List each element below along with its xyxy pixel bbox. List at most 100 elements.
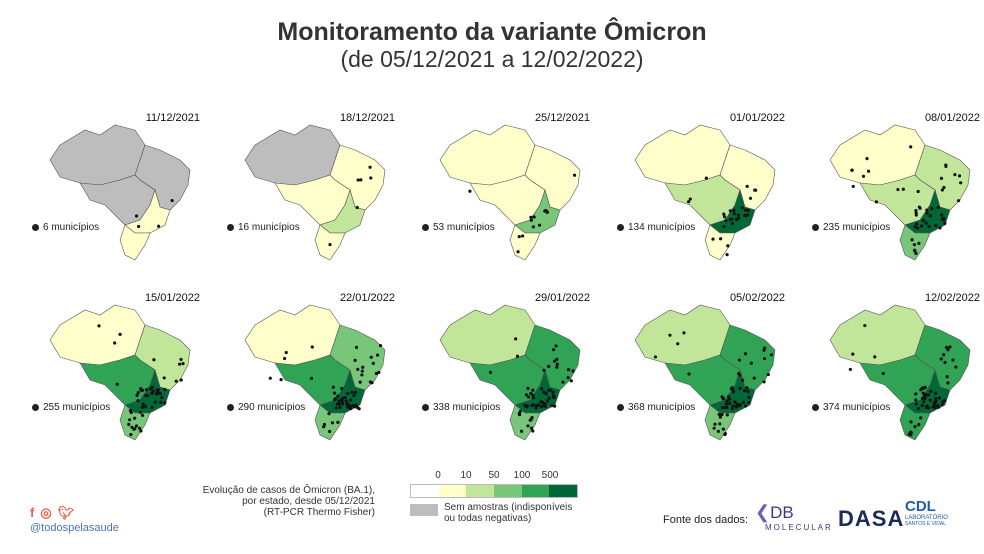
municipality-dot bbox=[744, 404, 748, 408]
municipality-dot bbox=[928, 398, 932, 402]
legend-no-sample-label: Sem amostras (indisponíveis ou todas neg… bbox=[444, 502, 573, 524]
municipality-dot bbox=[526, 424, 530, 428]
municipality-dot bbox=[873, 355, 877, 359]
municipality-dot bbox=[137, 224, 141, 229]
municipality-dot bbox=[156, 391, 160, 395]
municipality-dot bbox=[330, 421, 335, 425]
municipality-dot bbox=[552, 359, 557, 363]
municipality-dot bbox=[925, 393, 929, 397]
municipality-dot bbox=[922, 386, 926, 390]
municipality-dot bbox=[731, 388, 735, 392]
municipality-dot bbox=[941, 400, 945, 404]
municipality-dot bbox=[874, 200, 878, 204]
municipality-dot bbox=[934, 224, 938, 228]
municipality-dot bbox=[135, 393, 139, 397]
municipality-dot bbox=[743, 208, 748, 212]
municipality-dot bbox=[939, 357, 943, 361]
municipality-dot bbox=[279, 378, 283, 382]
municipality-count-label: 16 municípios bbox=[238, 222, 300, 233]
municipality-dot bbox=[896, 187, 900, 192]
municipality-dot bbox=[152, 358, 156, 362]
municipality-count-label: 368 municípios bbox=[628, 402, 696, 413]
db-logo-text: DB bbox=[770, 503, 794, 522]
twitter-icon[interactable]: 🐦︎ bbox=[57, 505, 75, 520]
municipality-dot bbox=[163, 401, 167, 405]
municipality-dot bbox=[934, 397, 938, 401]
state-map-panel: 12/02/2022 374 municípios bbox=[810, 290, 984, 450]
municipality-count-label: 374 municípios bbox=[823, 402, 891, 413]
cdl-logo-text: CDL bbox=[905, 498, 936, 515]
municipality-dot bbox=[547, 396, 551, 400]
municipality-dot bbox=[340, 387, 344, 391]
municipality-dot bbox=[550, 403, 554, 408]
state-map-panel: 11/12/2021 6 municípios bbox=[30, 110, 210, 270]
municipality-dot bbox=[940, 402, 944, 407]
subtitle: (de 05/12/2021 a 12/02/2022) bbox=[340, 46, 644, 72]
municipality-dot bbox=[747, 395, 751, 399]
municipality-dot bbox=[740, 206, 744, 210]
municipality-dot bbox=[136, 399, 140, 403]
municipality-dot bbox=[736, 213, 740, 217]
municipality-dot bbox=[337, 402, 341, 406]
municipality-dot bbox=[343, 396, 347, 400]
municipality-dot bbox=[959, 181, 963, 185]
municipality-dot bbox=[866, 169, 871, 173]
region-north bbox=[49, 124, 146, 186]
municipality-dot bbox=[540, 387, 544, 391]
municipality-dot bbox=[934, 391, 938, 395]
instagram-icon[interactable]: ◎ bbox=[40, 505, 52, 520]
municipality-dot bbox=[378, 343, 383, 348]
municipality-dot bbox=[346, 391, 350, 396]
municipality-dot bbox=[922, 392, 926, 396]
legend-swatch bbox=[438, 485, 467, 497]
db-molecular-logo: ❮DB MOLECULAR bbox=[755, 502, 833, 532]
social-handle[interactable]: @todospelasaude bbox=[30, 522, 119, 534]
legend-swatch bbox=[411, 485, 439, 497]
brazil-map bbox=[829, 124, 971, 261]
municipality-dot bbox=[720, 412, 724, 417]
municipality-dot bbox=[946, 381, 950, 385]
municipality-dot bbox=[544, 392, 548, 396]
legend-swatch bbox=[466, 485, 495, 497]
map-date: 22/01/2022 bbox=[339, 292, 395, 304]
municipality-dot bbox=[945, 375, 949, 379]
municipality-dot bbox=[932, 401, 936, 405]
municipality-dot bbox=[688, 197, 692, 201]
region-south bbox=[119, 224, 151, 261]
municipality-dot bbox=[936, 205, 940, 210]
municipality-count: 290 municípios bbox=[227, 402, 305, 413]
map-date: 11/12/2021 bbox=[145, 112, 200, 124]
municipality-dot bbox=[722, 225, 726, 229]
municipality-dot bbox=[488, 370, 493, 374]
sources-label: Fonte dos dados: bbox=[663, 514, 749, 526]
municipality-dot bbox=[543, 209, 547, 213]
region-south bbox=[314, 404, 346, 441]
municipality-count-label: 255 municípios bbox=[43, 402, 111, 413]
municipality-count: 53 municípios bbox=[422, 222, 495, 233]
municipality-dot bbox=[547, 364, 551, 369]
municipality-dot bbox=[515, 354, 520, 358]
facebook-icon[interactable]: f bbox=[30, 505, 35, 520]
municipality-dot bbox=[914, 392, 918, 396]
legend-tick: 50 bbox=[488, 470, 500, 481]
municipality-dot bbox=[552, 396, 556, 400]
municipality-dot bbox=[127, 422, 131, 426]
brazil-map bbox=[49, 304, 191, 441]
municipality-dot bbox=[924, 221, 928, 225]
state-map-panel: 15/01/2022 255 municípios bbox=[30, 290, 210, 450]
region-north bbox=[49, 304, 146, 366]
municipality-dot bbox=[913, 425, 917, 429]
municipality-dot bbox=[526, 386, 530, 390]
municipality-dot bbox=[351, 403, 355, 408]
municipality-dot bbox=[555, 365, 559, 369]
municipality-dot bbox=[725, 405, 729, 410]
municipality-dot bbox=[561, 380, 565, 384]
municipality-dot bbox=[551, 390, 555, 394]
legend-tick: 100 bbox=[513, 470, 531, 481]
municipality-dot bbox=[942, 353, 946, 357]
municipality-dot bbox=[514, 337, 518, 341]
municipality-dot bbox=[928, 214, 932, 218]
municipality-dot bbox=[115, 382, 119, 386]
caption-line: (RT-PCR Thermo Fisher) bbox=[263, 507, 375, 518]
municipality-dot bbox=[332, 391, 337, 395]
